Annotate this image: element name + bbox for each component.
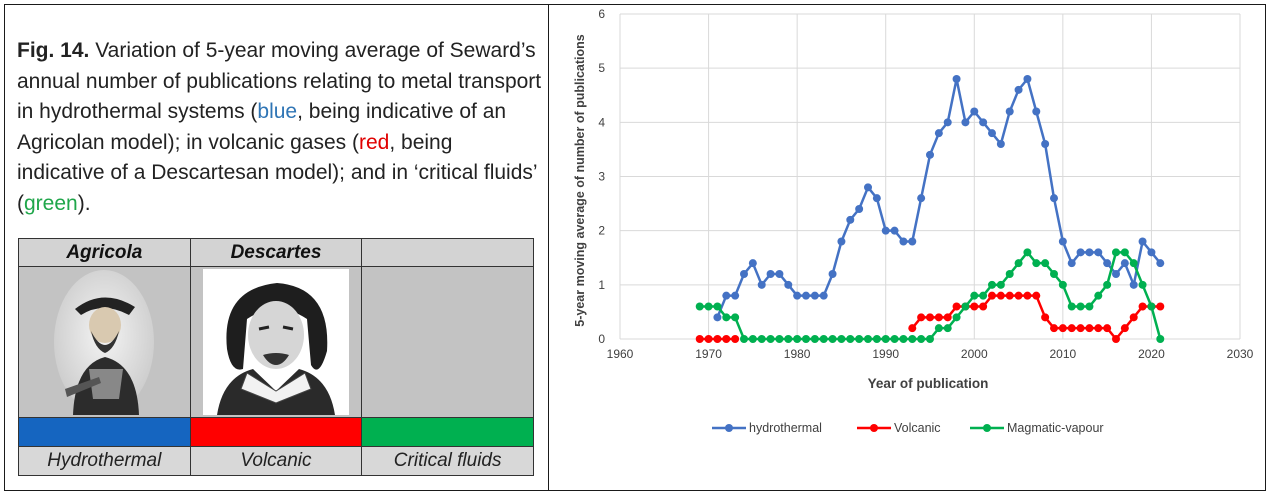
model-panel-table: Agricola Descartes bbox=[18, 237, 534, 477]
caption-green-word: green bbox=[24, 191, 78, 215]
panel-divider bbox=[548, 4, 549, 491]
descartes-portrait bbox=[202, 268, 349, 415]
header-descartes: Descartes bbox=[189, 237, 363, 268]
label-critical-fluids: Critical fluids bbox=[361, 445, 534, 477]
color-swatch-red bbox=[189, 416, 363, 447]
color-swatch-green bbox=[361, 416, 534, 447]
descartes-portrait-cell bbox=[189, 266, 363, 418]
agricola-portrait-cell bbox=[18, 266, 191, 418]
agricola-portrait bbox=[54, 269, 155, 415]
caption-text-1: Variation of 5-year moving average of Se… bbox=[17, 39, 542, 123]
figure-frame bbox=[4, 4, 1266, 491]
caption-red-word: red bbox=[359, 130, 390, 154]
label-hydrothermal: Hydrothermal bbox=[18, 445, 191, 477]
color-swatch-blue bbox=[18, 416, 191, 447]
header-agricola: Agricola bbox=[18, 237, 191, 268]
caption-text-3: , being indicative of a Descartesan mode… bbox=[17, 130, 537, 215]
caption-text-2: , being indicative of an Agricolan model… bbox=[17, 100, 507, 154]
caption-text-4: ). bbox=[77, 191, 91, 215]
label-volcanic: Volcanic bbox=[189, 445, 363, 477]
empty-portrait-cell bbox=[361, 266, 534, 418]
figure-caption: Fig. 14. Variation of 5-year moving aver… bbox=[17, 36, 542, 219]
header-empty bbox=[361, 237, 534, 268]
caption-blue-word: blue bbox=[257, 100, 298, 123]
caption-fig-label: Fig. 14. bbox=[17, 39, 90, 62]
